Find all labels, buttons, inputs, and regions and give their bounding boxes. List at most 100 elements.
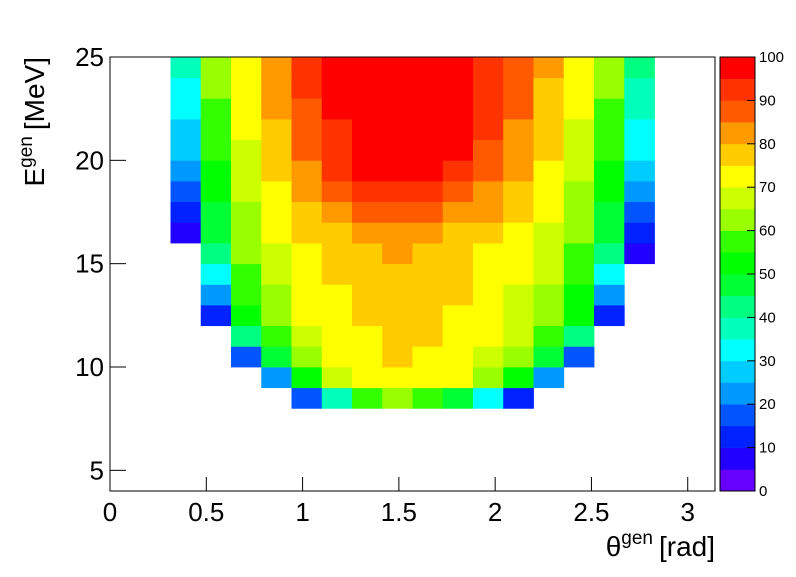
x-tick-label: 2 bbox=[488, 497, 502, 527]
heatmap-cell bbox=[261, 284, 292, 306]
heatmap-cell bbox=[382, 160, 413, 182]
heatmap-cell bbox=[200, 57, 232, 79]
heatmap-cell bbox=[533, 181, 565, 203]
heatmap-cell bbox=[412, 284, 444, 306]
heatmap-cell bbox=[382, 387, 413, 409]
z-tick-label: 20 bbox=[759, 396, 776, 413]
heatmap-cell bbox=[412, 201, 444, 223]
heatmap-cell bbox=[624, 139, 655, 161]
color-band bbox=[720, 339, 755, 362]
y-axis-label: Egen [MeV] bbox=[16, 57, 50, 187]
heatmap-cell bbox=[382, 346, 413, 368]
heatmap-cell bbox=[351, 222, 383, 244]
x-tick-label: 0 bbox=[103, 497, 117, 527]
heatmap-cell bbox=[412, 160, 444, 182]
heatmap-cell bbox=[170, 139, 202, 161]
heatmap-cell bbox=[503, 222, 534, 244]
heatmap-cell bbox=[503, 77, 534, 99]
heatmap-cell bbox=[351, 243, 383, 265]
color-band bbox=[720, 187, 755, 210]
heatmap-cell bbox=[533, 325, 565, 347]
heatmap-cell bbox=[321, 201, 353, 223]
heatmap-cell bbox=[533, 57, 565, 79]
heatmap-cell bbox=[382, 139, 413, 161]
heatmap-cell bbox=[291, 243, 323, 265]
heatmap-cell bbox=[473, 119, 504, 141]
heatmap-cell bbox=[442, 346, 474, 368]
heatmap-cell bbox=[594, 77, 625, 99]
heatmap-cell bbox=[291, 160, 323, 182]
heatmap-cell bbox=[321, 181, 353, 203]
x-axis-label: θgen [rad] bbox=[606, 528, 715, 562]
heatmap-cell bbox=[200, 160, 232, 182]
heatmap-cell bbox=[230, 346, 262, 368]
heatmap-cell bbox=[230, 77, 262, 99]
heatmap-cell bbox=[473, 160, 504, 182]
heatmap-cell bbox=[200, 77, 232, 99]
x-tick-label: 1 bbox=[295, 497, 309, 527]
heatmap-cell bbox=[351, 98, 383, 120]
heatmap-cell bbox=[442, 243, 474, 265]
heatmap-cell bbox=[351, 160, 383, 182]
heatmap-cell bbox=[563, 263, 595, 285]
heatmap-cell bbox=[473, 98, 504, 120]
heatmap-cell bbox=[382, 222, 413, 244]
heatmap-cell bbox=[442, 387, 474, 409]
heatmap-cell bbox=[473, 263, 504, 285]
heatmap-cell bbox=[382, 98, 413, 120]
heatmap-cell bbox=[412, 325, 444, 347]
heatmap-cell bbox=[200, 139, 232, 161]
heatmap-cell bbox=[503, 367, 534, 389]
x-label-sup: gen bbox=[621, 528, 653, 549]
heatmap-cell bbox=[503, 139, 534, 161]
heatmap-cell bbox=[594, 181, 625, 203]
heatmap-cell bbox=[412, 119, 444, 141]
heatmap-cell bbox=[382, 119, 413, 141]
heatmap-cell bbox=[230, 305, 262, 327]
heatmap-cell bbox=[412, 367, 444, 389]
heatmap-cell bbox=[230, 57, 262, 79]
heatmap-cell bbox=[412, 57, 444, 79]
heatmap-cell bbox=[261, 263, 292, 285]
heatmap-cell bbox=[473, 57, 504, 79]
heatmap-cell bbox=[442, 119, 474, 141]
heatmap-cell bbox=[351, 346, 383, 368]
heatmap-cell bbox=[412, 263, 444, 285]
z-tick-label: 60 bbox=[759, 223, 776, 240]
heatmap-cell bbox=[200, 119, 232, 141]
heatmap-cell bbox=[382, 201, 413, 223]
heatmap-cell bbox=[442, 98, 474, 120]
heatmap-cell bbox=[412, 222, 444, 244]
z-tick-label: 90 bbox=[759, 92, 776, 109]
heatmap-cell bbox=[442, 284, 474, 306]
heatmap-cell bbox=[351, 263, 383, 285]
heatmap-cell bbox=[563, 325, 595, 347]
heatmap-cell bbox=[503, 181, 534, 203]
heatmap-cell bbox=[382, 57, 413, 79]
heatmap-cell bbox=[200, 263, 232, 285]
heatmap-cell bbox=[442, 263, 474, 285]
heatmap-cell bbox=[473, 325, 504, 347]
heatmap-cell bbox=[594, 201, 625, 223]
heatmap-cell bbox=[170, 57, 202, 79]
heatmap-cell bbox=[624, 119, 655, 141]
heatmap-cell bbox=[442, 222, 474, 244]
heatmap-cell bbox=[261, 346, 292, 368]
heatmap-cell bbox=[563, 77, 595, 99]
heatmap-cell bbox=[351, 57, 383, 79]
heatmap-cell bbox=[170, 181, 202, 203]
heatmap-cell bbox=[230, 139, 262, 161]
heatmap-cell bbox=[503, 346, 534, 368]
heatmap-cell bbox=[321, 139, 353, 161]
heatmap-cell bbox=[624, 57, 655, 79]
heatmap-cell bbox=[533, 346, 565, 368]
heatmap-cell bbox=[351, 119, 383, 141]
heatmap-cell bbox=[473, 243, 504, 265]
y-label-unit: [MeV] bbox=[19, 57, 50, 130]
heatmap-cell bbox=[533, 119, 565, 141]
y-tick-label: 5 bbox=[90, 455, 104, 485]
x-label-symbol: θ bbox=[606, 531, 622, 562]
heatmap-cell bbox=[473, 77, 504, 99]
z-tick-label: 100 bbox=[759, 49, 784, 66]
heatmap-cell bbox=[291, 201, 323, 223]
